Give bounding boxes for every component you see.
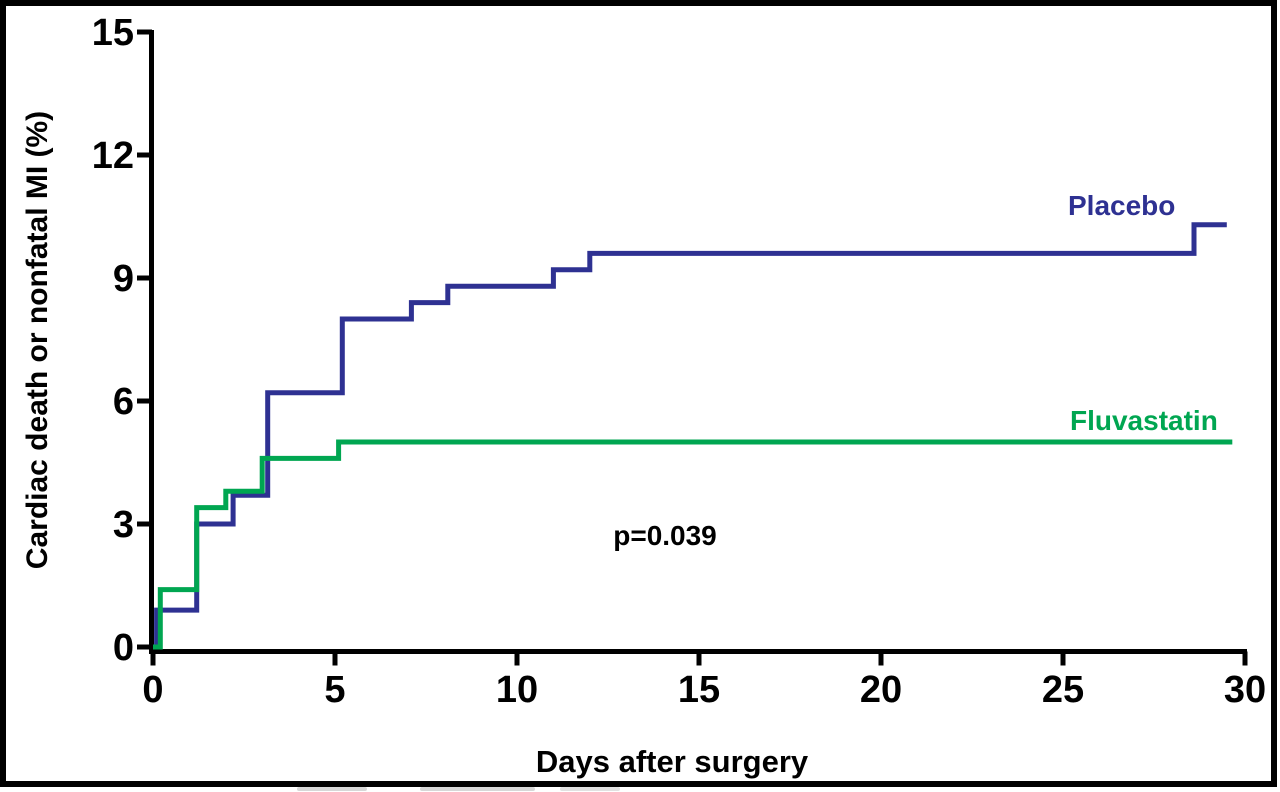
x-tick-label: 5 <box>324 669 345 711</box>
y-tick-label: 12 <box>92 135 134 177</box>
p-value-annotation: p=0.039 <box>613 520 717 551</box>
cropped-text-artifact <box>297 787 367 791</box>
x-tick-label: 25 <box>1042 669 1084 711</box>
x-tick-label: 10 <box>496 669 538 711</box>
placebo-curve <box>153 222 1227 650</box>
placebo-series-label: Placebo <box>1068 190 1176 221</box>
x-tick-label: 20 <box>860 669 902 711</box>
fluvastatin-series-label: Fluvastatin <box>1070 405 1218 436</box>
cropped-text-artifact <box>420 787 535 791</box>
x-tick-label: 15 <box>678 669 720 711</box>
y-tick-label: 0 <box>113 627 134 669</box>
cropped-text-artifact <box>560 787 620 791</box>
y-tick-label: 9 <box>113 258 134 300</box>
x-axis-title: Days after surgery <box>535 744 809 779</box>
y-tick-label: 3 <box>113 504 134 546</box>
y-tick-label: 15 <box>92 12 134 54</box>
y-axis-title: Cardiac death or nonfatal MI (%) <box>21 110 54 570</box>
y-tick-label: 6 <box>113 381 134 423</box>
x-tick-label: 30 <box>1224 669 1266 711</box>
fluvastatin-curve <box>153 439 1233 650</box>
x-tick-label: 0 <box>142 669 163 711</box>
